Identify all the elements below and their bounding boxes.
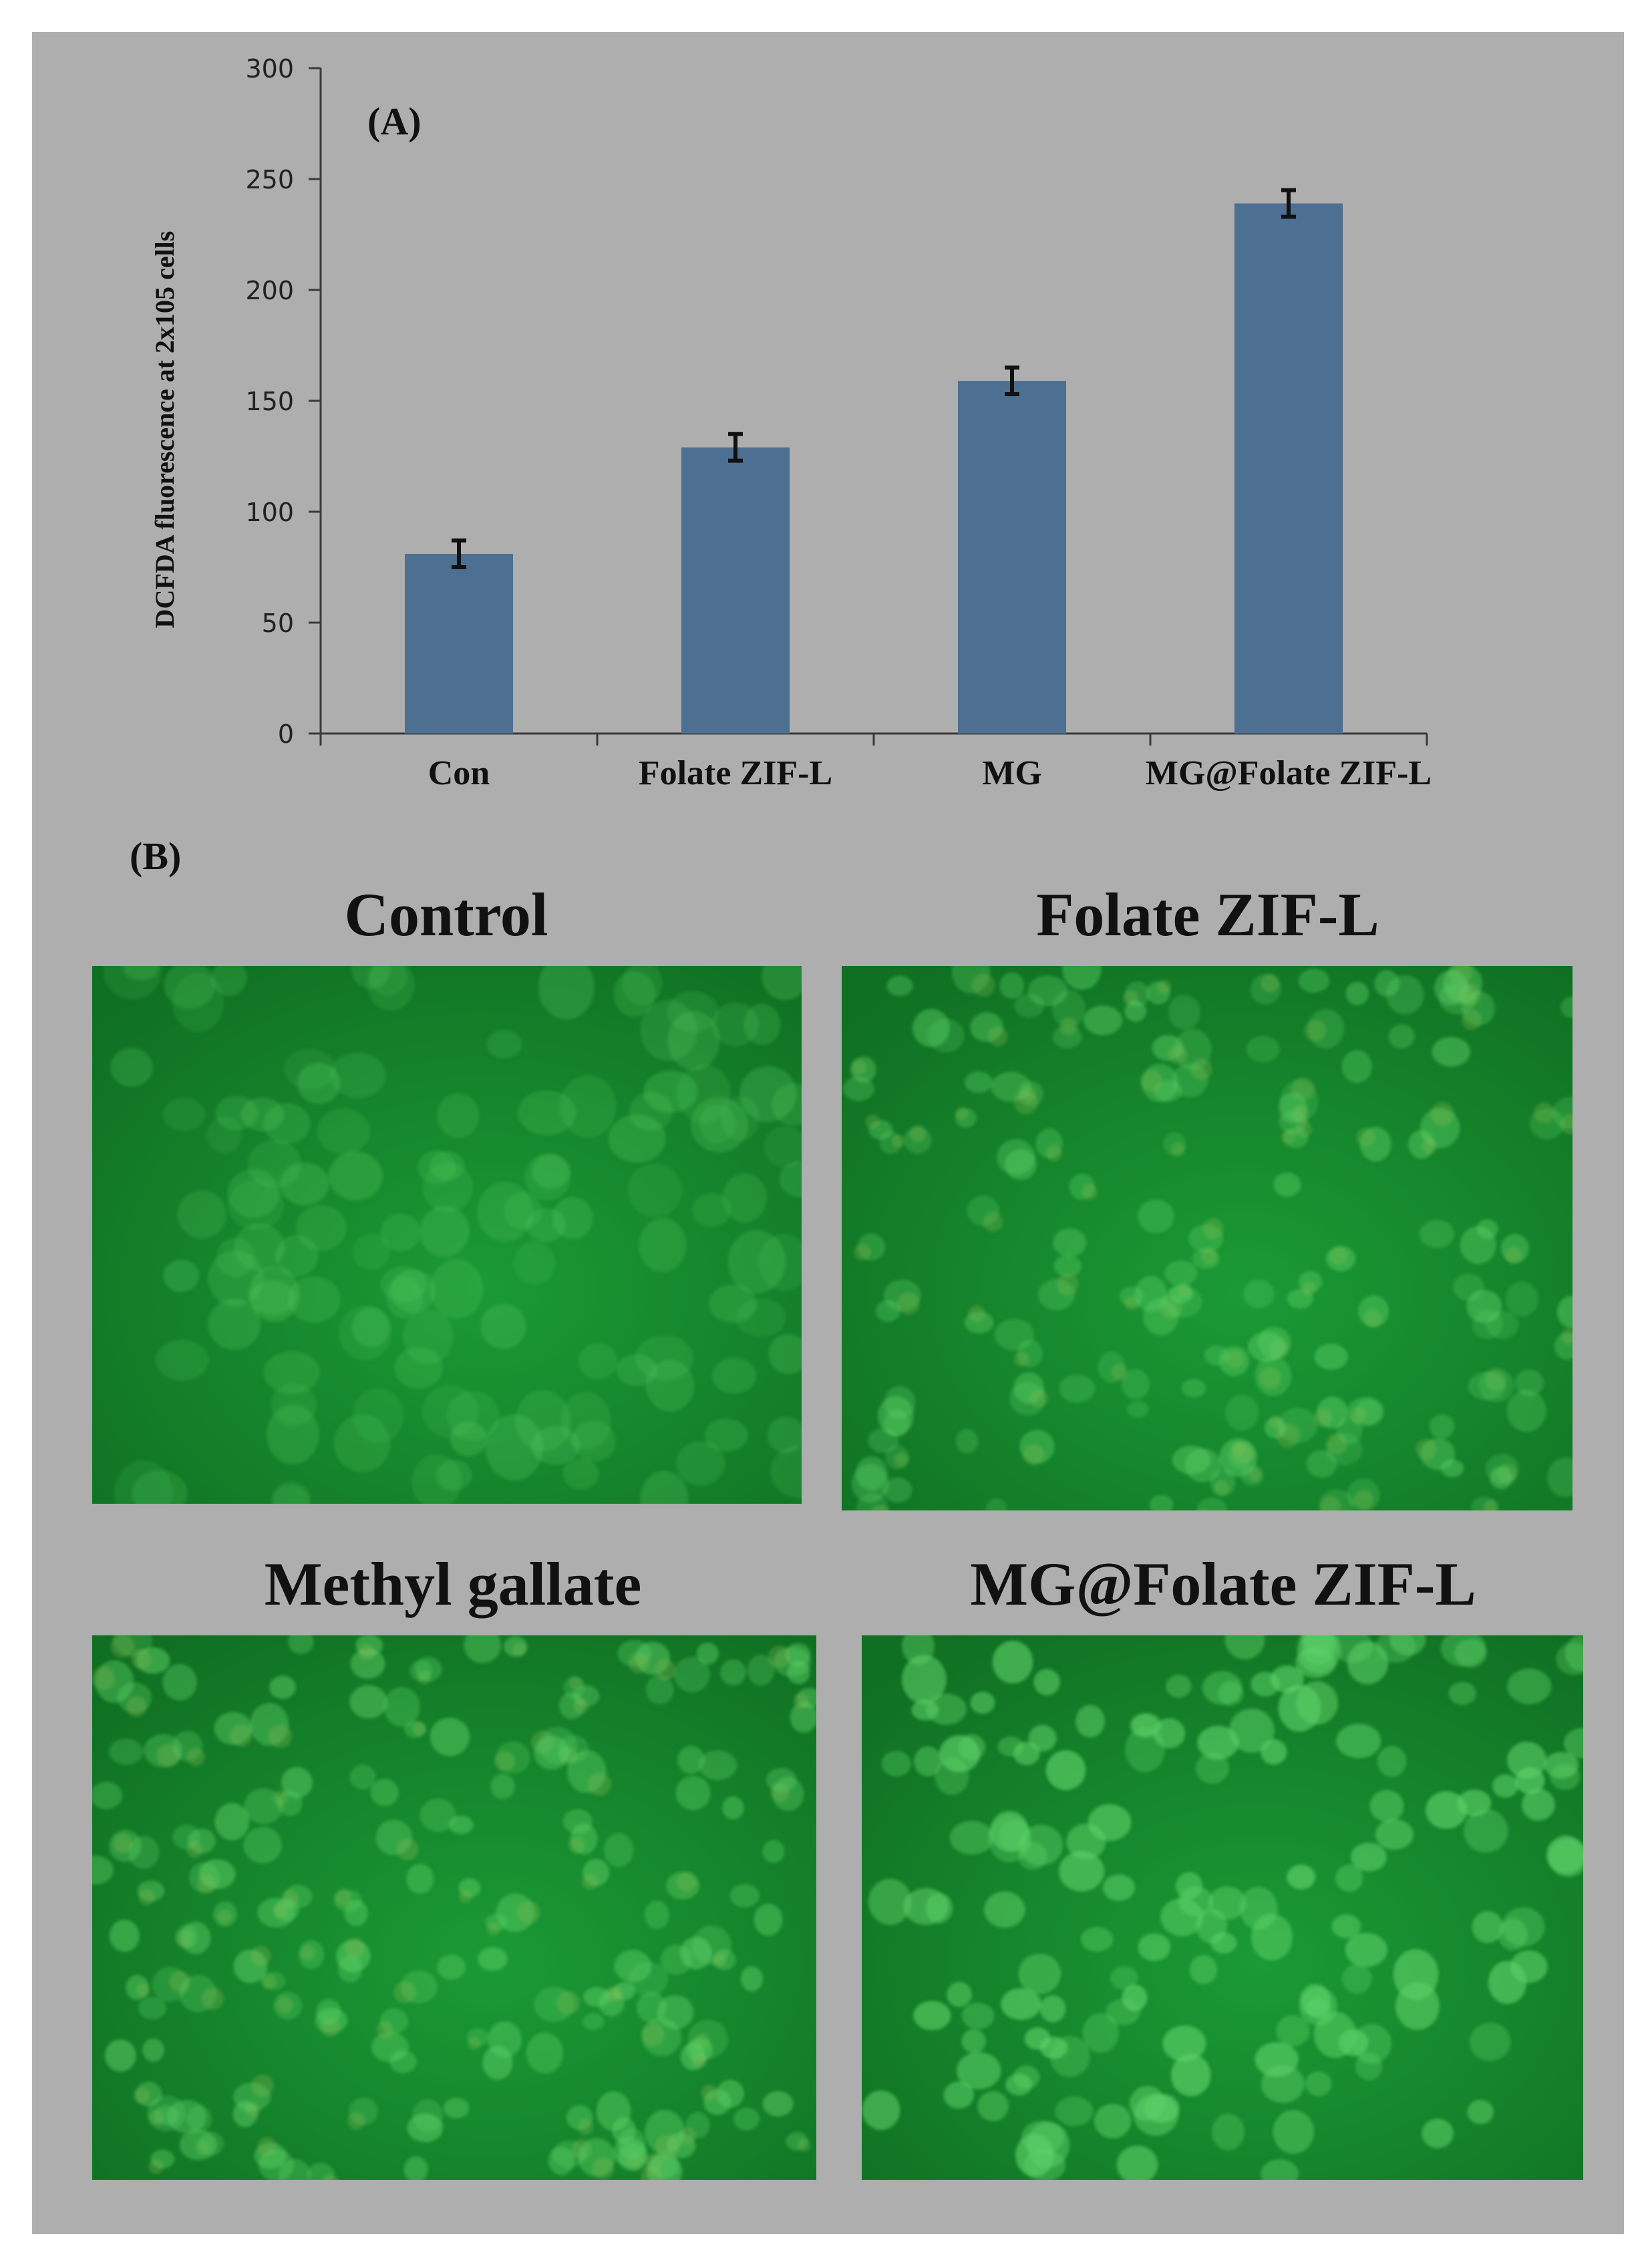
bar-1 [681,447,790,734]
bar-chart: 0 50 100 150 200 250 300 Con Folate ZIF-L MG MG@F… [150,54,1432,792]
micrograph-image-1 [842,966,1573,1510]
y-tick-label: 200 [245,276,294,305]
x-tick-label: Con [428,754,490,792]
y-axis-label: DCFDA fluorescence at 2x105 cells [150,231,180,629]
y-tick-label: 0 [278,719,294,749]
bar-3 [1234,203,1343,734]
micrograph-title-methyl-gallate: Methyl gallate [264,1550,642,1618]
x-tick-label: MG@Folate ZIF-L [1146,754,1432,792]
micrograph-folate-zif-l [842,966,1573,1510]
error-bar-2 [1005,365,1019,397]
panel-b-label: (B) [130,834,182,878]
error-bar-1 [728,432,743,463]
y-tick-label: 50 [262,609,294,638]
micrograph-control [92,966,802,1504]
micrograph-title-mg-folate-zif-l: MG@Folate ZIF-L [970,1550,1476,1618]
micrograph-image-3 [862,1635,1583,2180]
panel-a-label: (A) [367,100,422,143]
micrograph-image-2 [92,1635,816,2180]
micrograph-title-control: Control [344,880,548,949]
bar-2 [958,381,1066,734]
y-tick-label: 150 [245,387,294,416]
y-tick-label: 300 [245,54,294,84]
micrograph-mg-folate-zif-l [862,1635,1583,2180]
error-bar-0 [452,538,466,569]
error-bar-3 [1281,188,1296,219]
micrograph-title-folate-zif-l: Folate ZIF-L [1036,880,1379,949]
x-tick-label: Folate ZIF-L [639,754,832,792]
y-tick-labels: 0 50 100 150 200 250 300 [245,54,294,749]
figure-panel: 0 50 100 150 200 250 300 Con Folate ZIF-L MG MG@F… [32,32,1624,2234]
micrograph-image-0 [92,966,802,1504]
chart-bars [405,203,1343,734]
x-tick-label: MG [982,754,1042,792]
y-tick-label: 250 [245,165,294,194]
x-tick-labels: Con Folate ZIF-L MG MG@Folate ZIF-L [428,754,1432,792]
y-tick-label: 100 [245,498,294,527]
chart-error-bars [452,188,1296,569]
micrograph-methyl-gallate [92,1635,816,2180]
bar-0 [405,554,513,734]
